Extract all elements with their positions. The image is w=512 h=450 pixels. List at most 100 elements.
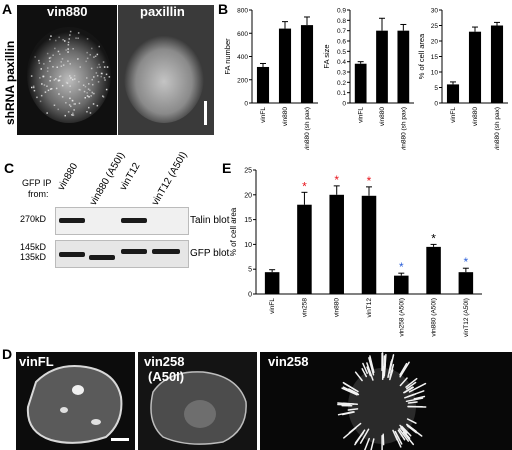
chart-b1-y-tick-label-3: 600 [237,31,248,38]
chart-b2-y-tick-label-9: 0.9 [337,8,346,15]
talin-blot-label: Talin blot [190,215,230,226]
chart-b3-y-axis-label: % of cell area [418,33,426,79]
chart-e-y-tick-label-2: 10 [244,242,252,249]
lane-label-vint12-a50i: vinT12 (A50I) [150,150,190,208]
chart-e-bar-4 [394,275,409,294]
chart-b3-category-label-2: vin880 (sh pax) [494,107,501,150]
chart-e-bar-1 [297,204,312,294]
talin-blot [55,207,189,235]
chart-e-y-tick-label-4: 20 [244,192,252,199]
paxillin-image-label: paxillin [140,5,185,19]
chart-e-y-axis-label: % of cell area [229,207,238,256]
chart-b3-bar-1 [468,31,482,104]
gfp-ip-label: GFP IP [22,178,52,188]
chart-b3-y-tick-label-5: 25 [431,23,439,30]
chart-b2-bar-0 [354,63,367,103]
vin258-image-label: vin258 [268,354,309,369]
panel-letter-b: B [218,1,229,17]
gfp-band-vint12-a50i [152,249,180,254]
chart-e-bar-5 [426,246,441,294]
chart-e-y-tick-label-0: 0 [248,292,252,299]
chart-b2-y-axis-label: FA size [322,44,331,68]
chart-b3-bar-0 [446,84,460,103]
chart-b2-category-label-0: vinFL [358,107,365,123]
gfp-band-vint12 [121,249,147,254]
mw-marker-145kd: 145kD [20,242,47,252]
chart-e-significance-marker-4: * [399,260,404,274]
panel-letter-e: E [222,160,232,176]
panel-letter-d: D [2,346,13,362]
chart-b3-y-tick-label-3: 15 [431,54,439,61]
chart-e-significance-marker-6: * [464,255,469,269]
micrograph-vin880: vin880 [17,5,117,135]
chart-b1-bar-2 [300,25,314,103]
chart-b2-y-tick-label-3: 0.3 [337,70,346,77]
mw-marker-270kd: 270kD [20,214,47,224]
a50i-image-label: (A50I) [148,369,185,384]
chart-b1-bar-0 [256,66,270,103]
chart-b1-category-label-1: vin880 [282,107,289,127]
chart-b2-y-tick-label-6: 0.6 [337,39,346,46]
talin-band-vin880 [59,218,85,223]
chart-e-y-tick-label-3: 15 [244,217,252,224]
chart-e-category-label-1: vin258 [301,298,308,318]
chart-e-significance-marker-2: * [334,173,339,187]
micrograph-vin258-a50i: vin258 (A50I) [138,352,257,450]
gfp-band-vin880-a50i [89,255,115,260]
micrograph-vin258: vin258 [260,352,512,450]
chart-e-y-tick-label-1: 5 [248,267,252,274]
mw-marker-135kd: 135kD [20,252,47,262]
chart-b2-y-tick-label-5: 0.5 [337,49,346,56]
chart-b1-y-axis-label: FA number [223,38,232,75]
chart-b1-bar-1 [278,28,292,104]
chart-b1-y-tick-label-0: 0 [244,101,248,108]
chart-e-category-label-4: vin258 (A50I) [398,298,405,337]
chart-b3-y-tick-label-6: 30 [431,8,439,15]
chart-b2-y-tick-label-8: 0.8 [337,18,346,25]
gfp-blot-label: GFP blot [190,248,230,259]
chart-b3-category-label-0: vinFL [450,107,457,123]
chart-b-fa-number: 0 200 400 600 800 FA number vinFL vin880 vin880 … [223,8,318,150]
chart-e-significance-marker-3: * [367,174,372,188]
chart-b3-bar-2 [490,25,504,103]
chart-b3-y-tick-label-1: 5 [434,85,438,92]
chart-e-category-label-5: vin880 (A50I) [431,298,438,337]
chart-b1-category-label-2: vin880 (sh pax) [304,107,311,150]
chart-e-category-label-3: vinT12 [366,298,373,318]
vin258-a50i-image-label: vin258 [144,354,185,369]
chart-e-category-label-2: vin880 [334,298,341,318]
chart-b1-y-tick-label-1: 200 [237,77,248,84]
chart-b-cell-area: 0 5 10 15 20 25 30 % of cell area vinFL vin880 vin… [418,8,508,150]
chart-b1-y-tick-label-4: 800 [237,8,248,15]
chart-b2-bar-1 [376,30,388,104]
chart-b2-y-tick-label-4: 0.4 [337,59,346,66]
lane-label-vin880: vin880 [56,161,81,193]
chart-b2-y-tick-label-2: 0.2 [337,80,346,87]
panel-letter-c: C [4,160,15,176]
chart-e-bar-6 [458,272,474,294]
micrograph-vinfl: vinFL [16,352,135,450]
chart-e-y-tick-label-5: 25 [244,168,252,175]
chart-b3-y-tick-label-0: 0 [434,101,438,108]
vinfl-image-label: vinFL [19,354,54,369]
scale-bar-a [204,101,207,125]
chart-b2-bar-2 [397,30,410,104]
chart-b2-y-tick-label-7: 0.7 [337,28,346,35]
chart-e-bar-3 [361,195,377,294]
chart-e-category-label-0: vinFL [269,298,276,314]
chart-b2-category-label-2: vin880 (sh pax) [400,107,407,150]
scale-bar-d [111,438,129,441]
vin880-image-label: vin880 [47,5,88,19]
chart-e-cell-area: 0 5 10 15 20 25 % of cell area vinFL * vin258 * vin… [229,168,482,337]
shrna-paxillin-label: shRNA paxillin [3,40,17,125]
chart-b3-y-tick-label-2: 10 [431,70,439,77]
chart-b2-category-label-1: vin880 [379,107,386,127]
micrograph-paxillin: paxillin [118,5,214,135]
chart-b3-y-tick-label-4: 20 [431,39,439,46]
lane-label-vint12: vinT12 [118,161,143,193]
gfp-blot [55,240,189,268]
chart-b1-y-tick-label-2: 400 [237,54,248,61]
chart-b3-category-label-1: vin880 [472,107,479,127]
chart-e-bar-0 [264,272,280,294]
chart-e-category-label-6: vinT12 (A50I) [463,298,470,337]
